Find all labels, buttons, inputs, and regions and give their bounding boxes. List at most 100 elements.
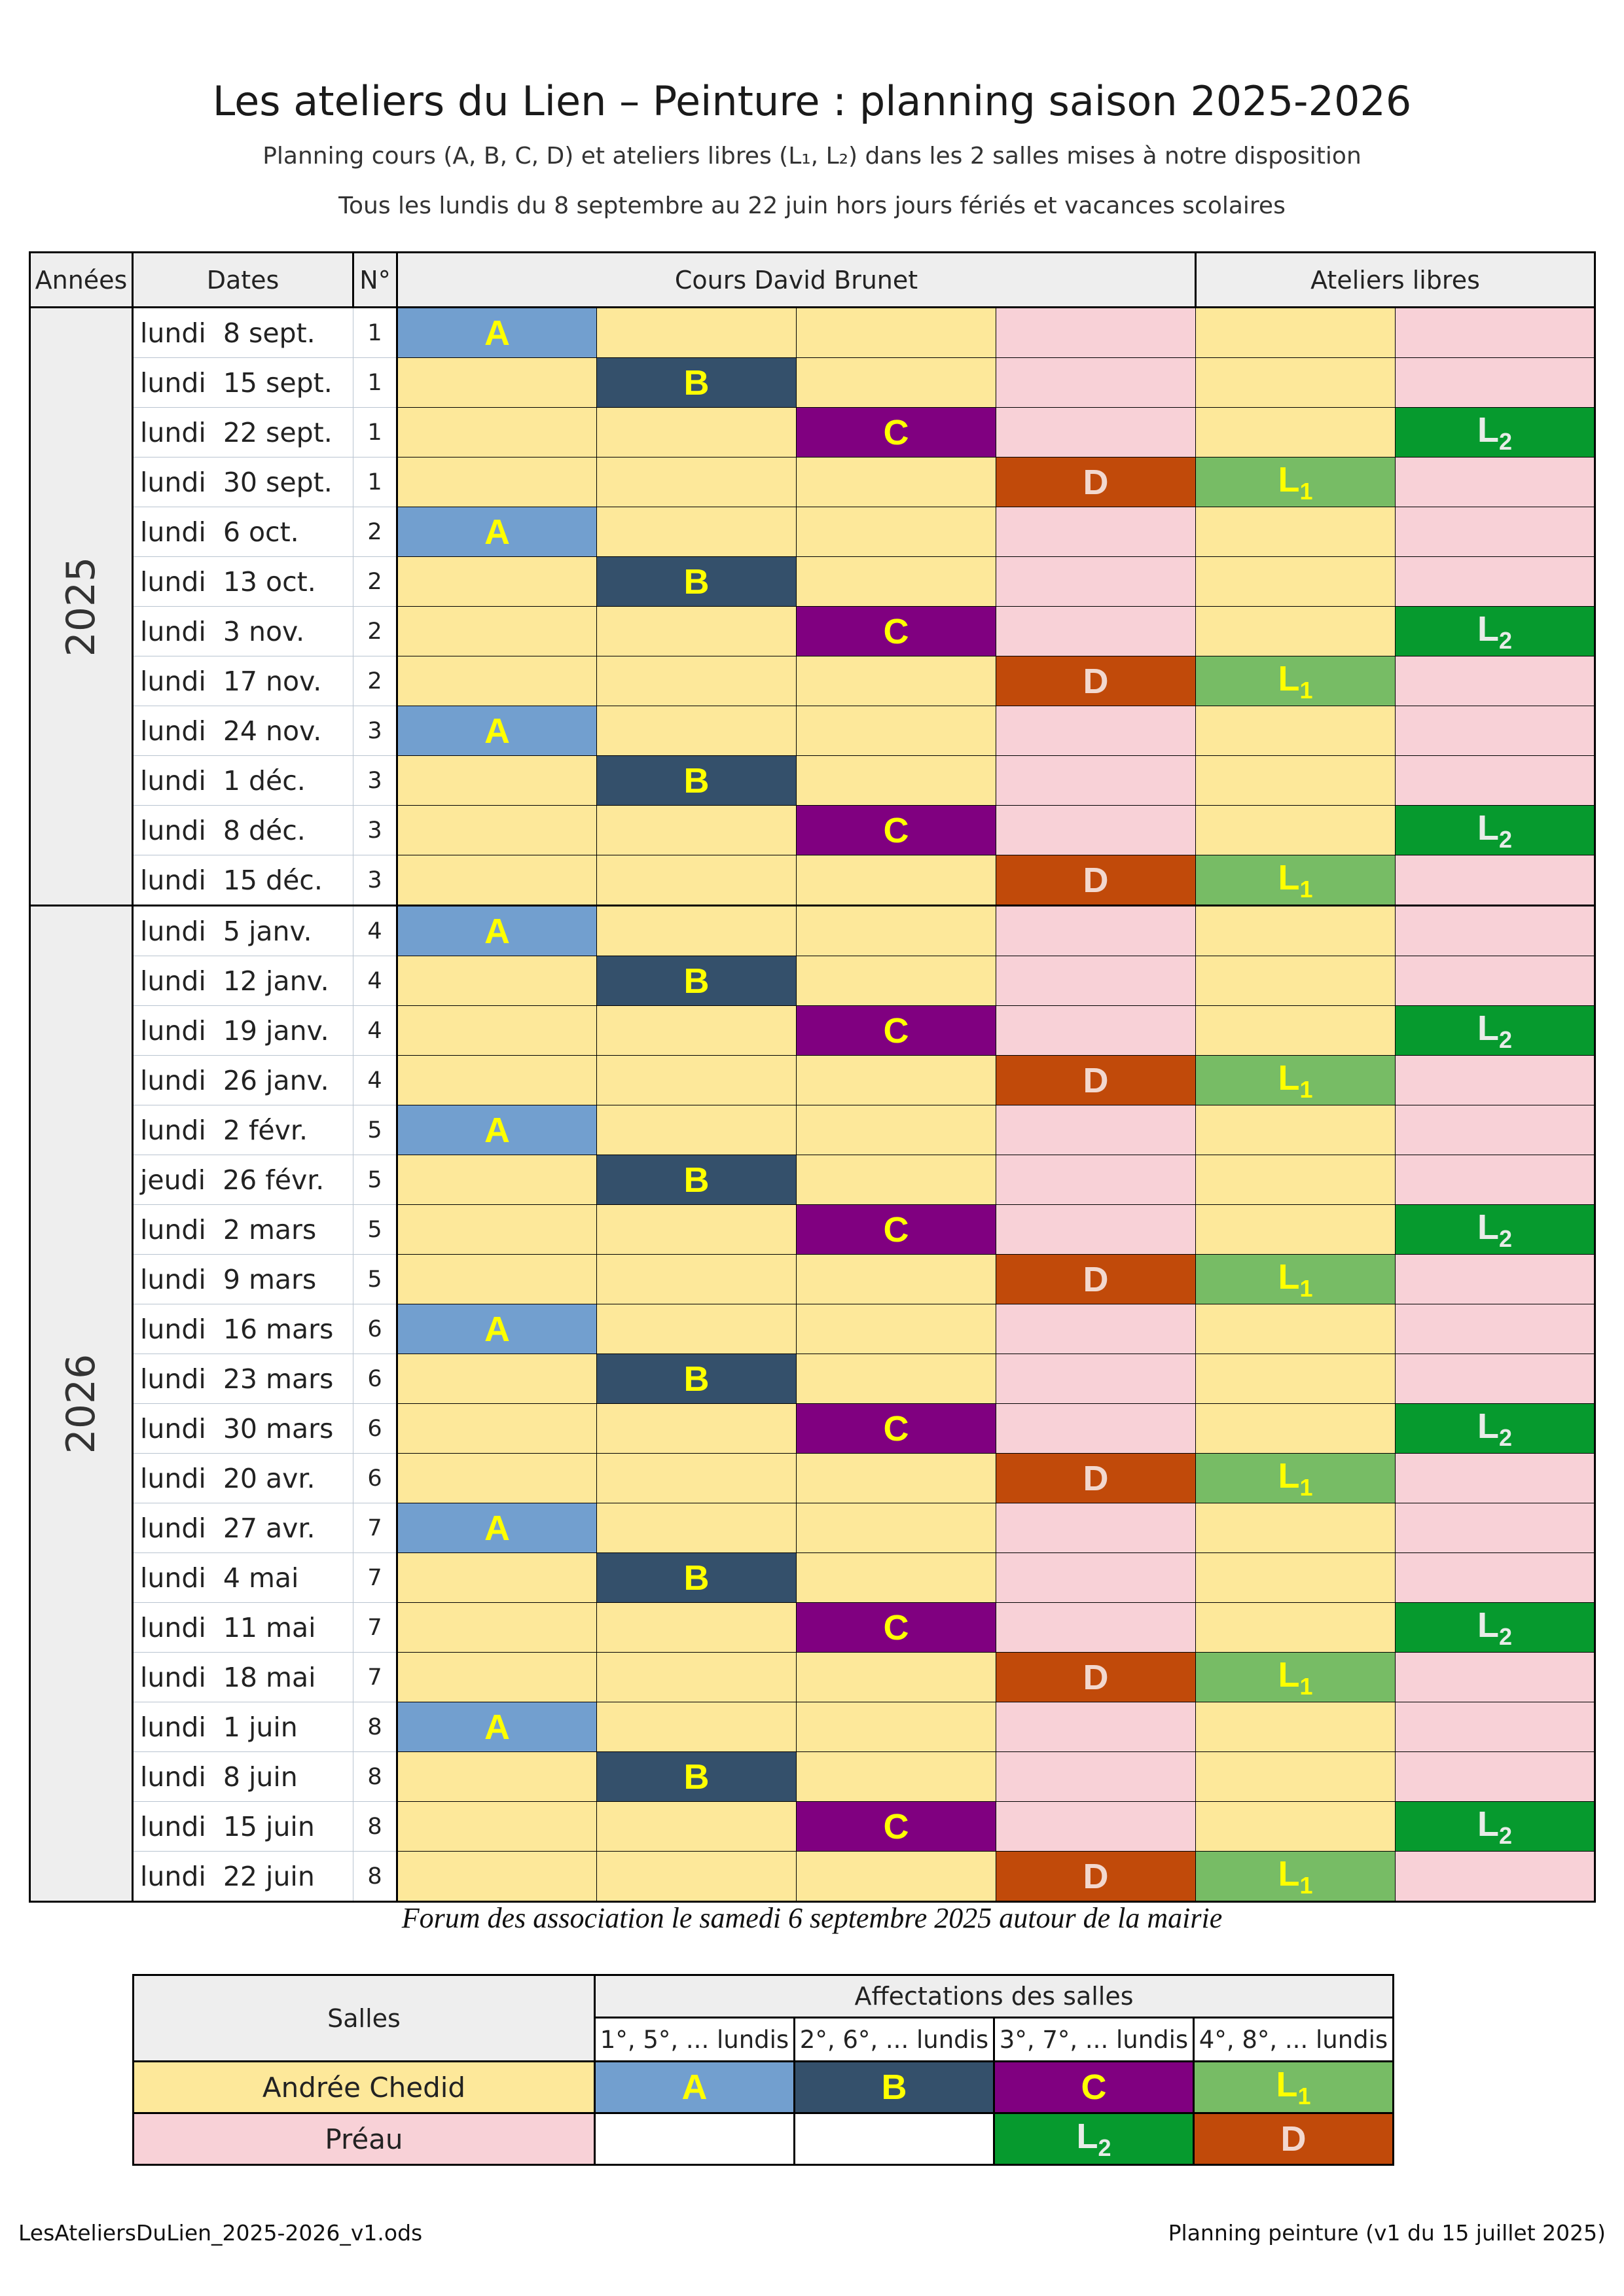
cycle-number-cell: 1	[353, 457, 398, 507]
date-cell: lundi 2 févr.	[132, 1105, 353, 1155]
cycle-number-cell: 7	[353, 1602, 398, 1653]
empty-slot-cell	[397, 1155, 597, 1205]
empty-slot-cell	[996, 1354, 1196, 1404]
legend-room-row: Andrée Chedid A B C L1	[132, 2060, 1394, 2114]
cycle-number-cell: 6	[353, 1354, 398, 1404]
empty-slot-cell	[1395, 1652, 1596, 1702]
schedule-row: lundi 2 mars 5 C L2	[30, 1204, 1596, 1255]
session-a-cell: A	[397, 905, 597, 956]
date-cell: jeudi 26 févr.	[132, 1155, 353, 1205]
empty-slot-cell	[796, 1055, 996, 1105]
empty-slot-cell	[796, 956, 996, 1006]
schedule-row: lundi 15 déc. 3 D L1	[30, 855, 1596, 906]
schedule-row: lundi 15 juin 8 C L2	[30, 1801, 1596, 1852]
session-c-cell: C	[796, 1801, 996, 1852]
legend-room-name: Préau	[132, 2112, 596, 2166]
cycle-number-cell: 4	[353, 1055, 398, 1105]
session-c-cell: C	[796, 1403, 996, 1454]
session-c-cell: C	[796, 1204, 996, 1255]
empty-slot-cell	[1395, 905, 1596, 956]
session-d-cell: D	[996, 855, 1196, 906]
cycle-number-cell: 5	[353, 1254, 398, 1304]
date-cell: lundi 15 sept.	[132, 357, 353, 408]
empty-slot-cell	[796, 855, 996, 906]
schedule-row: lundi 8 déc. 3 C L2	[30, 805, 1596, 855]
cycle-number-cell: 4	[353, 1005, 398, 1056]
header-years: Années	[29, 251, 134, 308]
page-subtitle-dates: Tous les lundis du 8 septembre au 22 jui…	[338, 192, 1286, 219]
cycle-number-cell: 3	[353, 755, 398, 806]
empty-slot-cell	[996, 1602, 1196, 1653]
legend-empty-cell	[793, 2112, 995, 2166]
empty-slot-cell	[397, 755, 597, 806]
date-cell: lundi 15 déc.	[132, 855, 353, 906]
session-l2-cell: L2	[1395, 606, 1596, 656]
empty-slot-cell	[996, 357, 1196, 408]
date-cell: lundi 17 nov.	[132, 656, 353, 706]
empty-slot-cell	[397, 556, 597, 607]
empty-slot-cell	[397, 1403, 597, 1454]
schedule-row: lundi 3 nov. 2 C L2	[30, 606, 1596, 656]
session-c-cell: C	[796, 1602, 996, 1653]
header-free-workshops: Ateliers libres	[1195, 251, 1596, 308]
empty-slot-cell	[796, 1652, 996, 1702]
empty-slot-cell	[796, 1851, 996, 1903]
date-cell: lundi 4 mai	[132, 1552, 353, 1603]
legend-session-l1: L1	[1193, 2060, 1394, 2114]
empty-slot-cell	[1395, 706, 1596, 756]
session-b-cell: B	[596, 1354, 797, 1404]
date-cell: lundi 12 janv.	[132, 956, 353, 1006]
schedule-row: lundi 27 avr. 7 A	[30, 1503, 1596, 1553]
empty-slot-cell	[397, 805, 597, 855]
cycle-number-cell: 1	[353, 357, 398, 408]
schedule-row: lundi 4 mai 7 B	[30, 1552, 1596, 1603]
empty-slot-cell	[1395, 1055, 1596, 1105]
legend-empty-cell	[594, 2112, 795, 2166]
session-d-cell: D	[996, 656, 1196, 706]
page-subtitle: Planning cours (A, B, C, D) et ateliers …	[262, 143, 1362, 170]
year-label: 2026	[29, 905, 134, 1903]
empty-slot-cell	[1195, 1204, 1396, 1255]
empty-slot-cell	[796, 1453, 996, 1503]
date-cell: lundi 20 avr.	[132, 1453, 353, 1503]
schedule-row: lundi 24 nov. 3 A	[30, 706, 1596, 756]
session-b-cell: B	[596, 956, 797, 1006]
empty-slot-cell	[996, 1155, 1196, 1205]
legend-session-c: C	[993, 2060, 1195, 2114]
empty-slot-cell	[796, 1155, 996, 1205]
cycle-number-cell: 4	[353, 956, 398, 1006]
empty-slot-cell	[596, 1105, 797, 1155]
schedule-row: lundi 8 juin 8 B	[30, 1751, 1596, 1802]
empty-slot-cell	[996, 1304, 1196, 1354]
session-d-cell: D	[996, 457, 1196, 507]
schedule-row: lundi 26 janv. 4 D L1	[30, 1055, 1596, 1105]
date-cell: lundi 26 janv.	[132, 1055, 353, 1105]
empty-slot-cell	[796, 507, 996, 557]
date-cell: lundi 2 mars	[132, 1204, 353, 1255]
legend-header-assignments: Affectations des salles	[594, 1974, 1394, 2018]
empty-slot-cell	[1195, 1354, 1396, 1404]
empty-slot-cell	[1195, 407, 1396, 457]
empty-slot-cell	[996, 805, 1196, 855]
date-cell: lundi 30 mars	[132, 1403, 353, 1454]
empty-slot-cell	[596, 507, 797, 557]
empty-slot-cell	[1395, 1155, 1596, 1205]
legend-session-b: B	[793, 2060, 995, 2114]
legend-room-name: Andrée Chedid	[132, 2060, 596, 2114]
empty-slot-cell	[596, 1851, 797, 1903]
legend-session-l2: L2	[993, 2112, 1195, 2166]
date-cell: lundi 8 déc.	[132, 805, 353, 855]
cycle-number-cell: 8	[353, 1851, 398, 1903]
empty-slot-cell	[1195, 905, 1396, 956]
cycle-number-cell: 5	[353, 1105, 398, 1155]
empty-slot-cell	[397, 1204, 597, 1255]
date-cell: lundi 22 juin	[132, 1851, 353, 1903]
empty-slot-cell	[796, 905, 996, 956]
empty-slot-cell	[596, 905, 797, 956]
empty-slot-cell	[1195, 556, 1396, 607]
schedule-row: lundi 22 juin 8 D L1	[30, 1851, 1596, 1903]
schedule-row: lundi 2 févr. 5 A	[30, 1105, 1596, 1155]
session-d-cell: D	[996, 1851, 1196, 1903]
empty-slot-cell	[596, 1453, 797, 1503]
empty-slot-cell	[996, 956, 1196, 1006]
